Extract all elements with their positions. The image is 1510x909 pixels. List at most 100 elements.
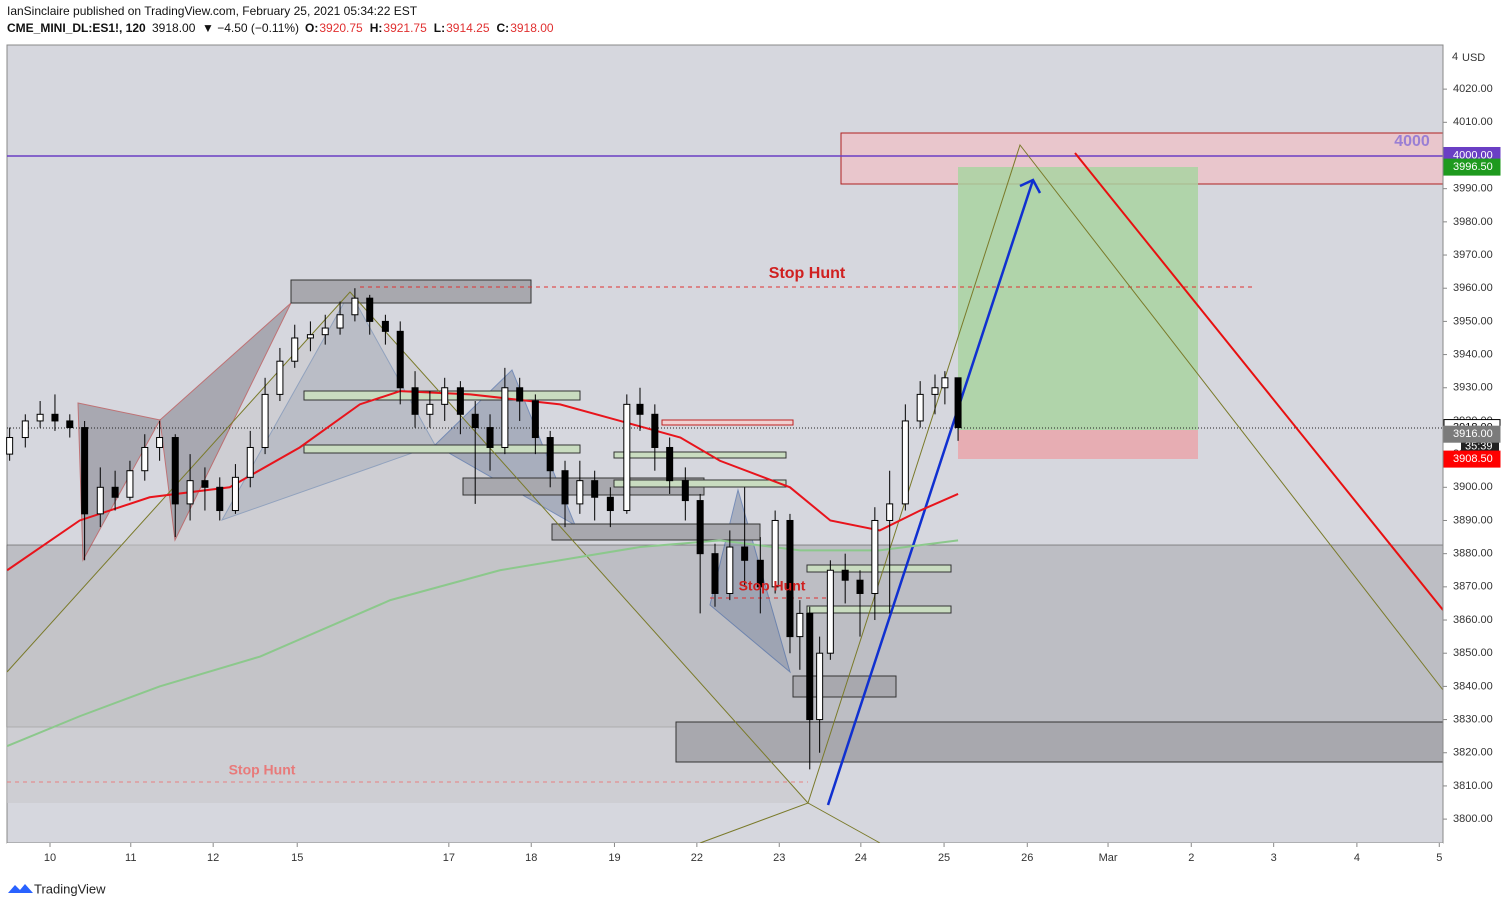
box <box>806 564 952 573</box>
annotation: Stop Hunt <box>739 578 806 594</box>
x-tick-label: 5 <box>1436 852 1442 864</box>
axes: 3800.00 3810.00 3820.00 3830.00 3840.00 3850.… <box>44 83 1501 864</box>
x-tick-label: 12 <box>207 852 219 864</box>
candle-body <box>411 387 419 415</box>
ohlc-label: L: <box>434 21 445 35</box>
target-zone <box>958 167 1198 430</box>
x-tick-label: 22 <box>691 852 703 864</box>
price-label-bg <box>1443 450 1501 468</box>
candle-body <box>666 446 674 482</box>
harmonic <box>220 290 436 521</box>
candle-body <box>96 486 104 515</box>
y-tick-label: 3970.00 <box>1453 249 1493 261</box>
arrow <box>826 179 1035 806</box>
plot <box>6 288 962 770</box>
candle-body <box>261 393 269 448</box>
candle-body <box>141 446 149 472</box>
ohlc-label: C: <box>497 21 510 35</box>
x-tick-label: 24 <box>855 852 867 864</box>
candle-body <box>126 470 134 498</box>
candle-body <box>806 612 814 721</box>
arrow-head <box>1019 178 1042 194</box>
annotation: Stop Hunt <box>769 265 846 282</box>
candle-body <box>111 486 119 498</box>
candle-body <box>681 480 689 502</box>
y-tick-label: 3870.00 <box>1453 581 1493 593</box>
candle-body <box>516 387 524 402</box>
price-label: 3916.00 <box>1453 428 1493 440</box>
y-tick-label: 3830.00 <box>1453 713 1493 725</box>
stop-zone <box>958 430 1198 459</box>
candle-body <box>351 297 359 316</box>
candle-body <box>51 413 59 422</box>
candle-body <box>561 470 569 505</box>
candle-body <box>756 559 764 588</box>
price-label: 3908.50 <box>1453 453 1493 465</box>
candle-body <box>456 387 464 415</box>
harmonic <box>77 402 161 562</box>
y-tick-label: 3820.00 <box>1453 747 1493 759</box>
candle-body <box>36 413 44 422</box>
box <box>613 451 787 459</box>
box <box>290 279 532 304</box>
y-tick-label: 3960.00 <box>1453 282 1493 294</box>
x-tick-label: 10 <box>44 852 56 864</box>
candle-body <box>441 387 449 405</box>
x-tick-label: 19 <box>608 852 620 864</box>
candle-body <box>856 579 864 594</box>
candle-body <box>916 393 924 422</box>
candle-body <box>426 403 434 415</box>
moving-average <box>6 539 959 748</box>
publisher: IanSinclaire published on TradingView.co… <box>7 4 418 18</box>
x-tick-label: 11 <box>125 852 136 864</box>
x-tick-label: Mar <box>1099 852 1118 864</box>
candle-body <box>886 503 894 521</box>
candle-body <box>486 427 494 448</box>
y-tick-label: 3950.00 <box>1453 315 1493 327</box>
candle-body <box>871 519 879 594</box>
x-tick-label: 4 <box>1354 852 1360 864</box>
candle-body <box>726 546 734 594</box>
price-label-bg <box>1443 158 1501 176</box>
box <box>551 523 761 541</box>
y-tick-label: 3930.00 <box>1453 382 1493 394</box>
y-tick-label: 3800.00 <box>1453 813 1493 825</box>
candle-body <box>216 486 224 512</box>
candle-body <box>276 360 284 395</box>
box <box>806 605 952 614</box>
x-tick-label: 17 <box>443 852 455 864</box>
candle-body <box>501 387 509 448</box>
candle-body <box>826 569 834 654</box>
candle-body <box>741 546 749 561</box>
ohlc-value: 3918.00 <box>510 21 554 35</box>
x-tick-label: 26 <box>1021 852 1033 864</box>
symbol: CME_MINI_DL:ES1!, 120 <box>7 21 146 35</box>
candle-body <box>471 413 479 429</box>
candle-body <box>954 377 962 429</box>
candle-body <box>321 327 329 336</box>
candle-body <box>246 446 254 478</box>
candle-body <box>366 297 374 322</box>
footer: TradingView <box>34 881 106 896</box>
candle-body <box>381 320 389 332</box>
candle-body <box>771 519 779 588</box>
candle-body <box>336 314 344 329</box>
candle-body <box>81 427 89 515</box>
price-label-bg <box>1443 425 1501 443</box>
ohlc: O: 3920.75 H: 3921.75 L: 3914.25 C: 3918.00 <box>305 21 554 35</box>
candle-body <box>531 400 539 439</box>
annotation: 4000 <box>1394 133 1430 150</box>
axis-top-label: 4 <box>1452 51 1458 63</box>
y-tick-label: 3880.00 <box>1453 548 1493 560</box>
box <box>613 479 787 488</box>
pattern <box>7 292 808 803</box>
trend-line <box>1074 152 1444 611</box>
candle-body <box>623 403 631 512</box>
candle-body <box>546 437 554 472</box>
ohlc-label: O: <box>305 21 318 35</box>
candle-body <box>901 420 909 505</box>
candle-body <box>186 480 194 505</box>
candle-body <box>711 553 719 594</box>
logo <box>8 884 33 893</box>
